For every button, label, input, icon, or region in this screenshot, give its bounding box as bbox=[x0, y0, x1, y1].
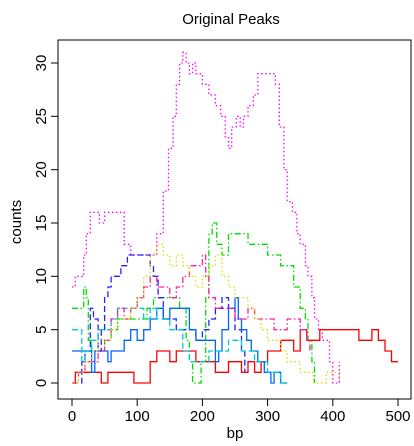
series-line-6 bbox=[72, 307, 288, 384]
y-tick-label: 5 bbox=[33, 325, 50, 333]
series-line-8 bbox=[72, 243, 340, 384]
plot-frame bbox=[57, 39, 412, 400]
series-line-4 bbox=[72, 329, 398, 384]
y-tick-label: 10 bbox=[33, 268, 50, 285]
y-tick-label: 30 bbox=[33, 55, 50, 72]
y-tick-label: 15 bbox=[33, 215, 50, 232]
y-tick-label: 20 bbox=[33, 161, 50, 178]
chart-title: Original Peaks bbox=[182, 11, 280, 28]
y-axis: 0 5 10 15 20 25 30 bbox=[33, 55, 59, 387]
x-axis: 0 100 200 300 400 500 bbox=[68, 398, 411, 425]
y-tick-label: 25 bbox=[33, 108, 50, 125]
x-tick-label: 200 bbox=[190, 408, 215, 425]
series-layer bbox=[72, 51, 398, 384]
x-tick-label: 0 bbox=[68, 408, 76, 425]
x-tick-label: 300 bbox=[255, 408, 280, 425]
series-line-7 bbox=[72, 254, 311, 384]
x-tick-label: 100 bbox=[125, 408, 150, 425]
series-line-1 bbox=[72, 51, 340, 384]
x-axis-label: bp bbox=[227, 425, 244, 442]
x-tick-label: 500 bbox=[385, 408, 410, 425]
x-tick-label: 400 bbox=[320, 408, 345, 425]
y-tick-label: 0 bbox=[33, 379, 50, 387]
y-axis-label: counts bbox=[8, 200, 25, 244]
